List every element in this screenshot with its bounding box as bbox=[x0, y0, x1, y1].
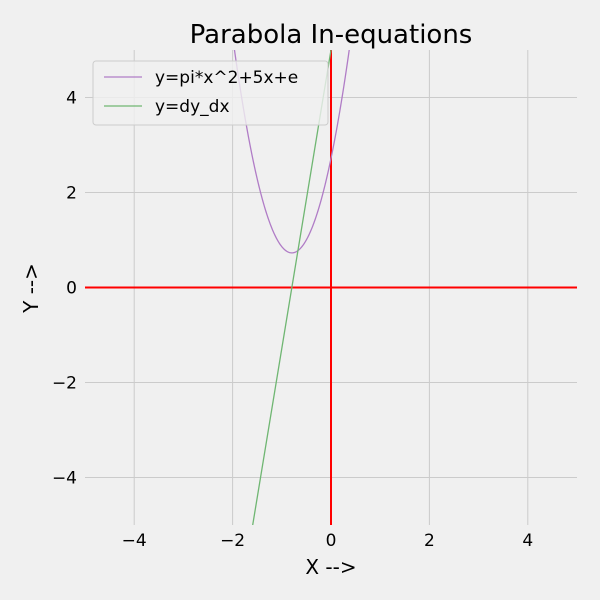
x-tick-label: 0 bbox=[326, 531, 337, 551]
legend-label-series-2: y=dy_dx bbox=[155, 97, 230, 117]
y-tick-label: −4 bbox=[52, 469, 77, 489]
x-tick-label: −4 bbox=[122, 531, 147, 551]
legend-box bbox=[92, 60, 329, 126]
tick-labels: −4 −2 0 2 4 −4 −2 0 2 4 bbox=[52, 89, 533, 552]
legend-label-series-1: y=pi*x^2+5x+e bbox=[155, 68, 298, 88]
y-tick-label: 2 bbox=[66, 184, 77, 204]
legend: y=pi*x^2+5x+e y=dy_dx bbox=[92, 60, 329, 126]
x-tick-label: 2 bbox=[424, 531, 435, 551]
y-tick-label: 4 bbox=[66, 89, 77, 109]
y-tick-label: 0 bbox=[66, 279, 77, 299]
x-axis-title: X --> bbox=[305, 555, 356, 579]
x-tick-label: 4 bbox=[522, 531, 533, 551]
chart-title: Parabola In-equations bbox=[190, 20, 473, 50]
reference-lines bbox=[85, 50, 577, 525]
x-tick-label: −2 bbox=[220, 531, 245, 551]
y-axis-title: Y --> bbox=[19, 263, 43, 314]
y-tick-label: −2 bbox=[52, 374, 77, 394]
